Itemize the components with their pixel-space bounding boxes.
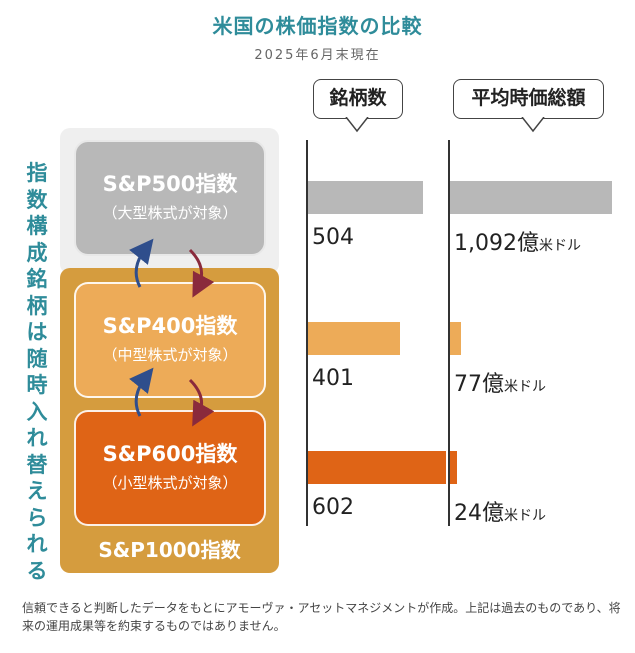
series-label-count: 銘柄数 [313,79,403,119]
vertical-label-char: れ [26,426,48,450]
index-subtitle: （中型株式が対象） [102,346,238,364]
arrow-down-icon [188,378,215,427]
vertical-label-char: ら [26,505,48,530]
vertical-label-char: 構 [26,214,48,238]
index-subtitle: （大型株式が対象） [102,204,238,222]
index-name: S&P500指数 [102,172,238,196]
data-label-unit: 米ドル [538,238,581,254]
vertical-label-char: 成 [26,240,48,265]
data-label-unit: 米ドル [504,379,546,395]
chart-title: 米国の株価指数の比較 [212,14,423,38]
vertical-label-char: 指 [26,161,48,185]
index-box-sp400: S&P400指数 （中型株式が対象） [74,282,266,398]
bar [450,451,457,484]
index-subtitle: （小型株式が対象） [102,474,238,492]
vertical-label-char: 随 [26,346,48,371]
data-label: 504 [312,225,354,250]
data-label: 401 [312,366,354,391]
vertical-label-char: 替 [26,452,48,477]
series-label-market-cap: 平均時価総額 [453,79,604,119]
axis-market-cap [448,140,450,526]
bar [450,322,462,355]
arrow-down-icon [188,248,215,298]
bar [308,322,400,355]
bar [450,181,612,214]
vertical-label-char: 柄 [26,293,48,318]
index-name: S&P400指数 [102,314,238,338]
index-box-sp500: S&P500指数 （大型株式が対象） [74,140,266,256]
arrow-up-icon [129,238,154,288]
data-label: 602 [312,495,354,520]
chart-subtitle: 2025年6月末現在 [254,48,381,63]
vertical-label-char: え [26,479,48,503]
data-label: 24億米ドル [454,501,546,526]
callout-tail [521,117,545,133]
vertical-label-char: れ [26,532,48,556]
vertical-label-char: 時 [26,373,48,397]
data-label: 1,092億米ドル [454,231,581,256]
vertical-label-char: る [26,558,48,583]
bar [308,451,446,484]
index-name: S&P600指数 [102,442,238,466]
arrow-up-icon [129,367,154,417]
index-box-sp600: S&P600指数 （小型株式が対象） [74,410,266,526]
vertical-label-char: 入 [26,399,48,424]
data-label: 77億米ドル [454,372,546,397]
footnote: 信頼できると判断したデータをもとにアモーヴァ・アセットマネジメントが作成。上記は… [22,601,621,633]
vertical-label-char: は [26,320,48,344]
vertical-label-char: 数 [26,187,48,212]
bar [308,181,424,214]
vertical-label-char: 銘 [26,267,48,291]
callout-tail [345,117,369,133]
group-label: S&P1000指数 [98,538,241,562]
axis-count [306,140,308,526]
data-label-unit: 米ドル [504,508,546,524]
vertical-label: 指数構成銘柄は随時入れ替えられる [22,160,52,584]
